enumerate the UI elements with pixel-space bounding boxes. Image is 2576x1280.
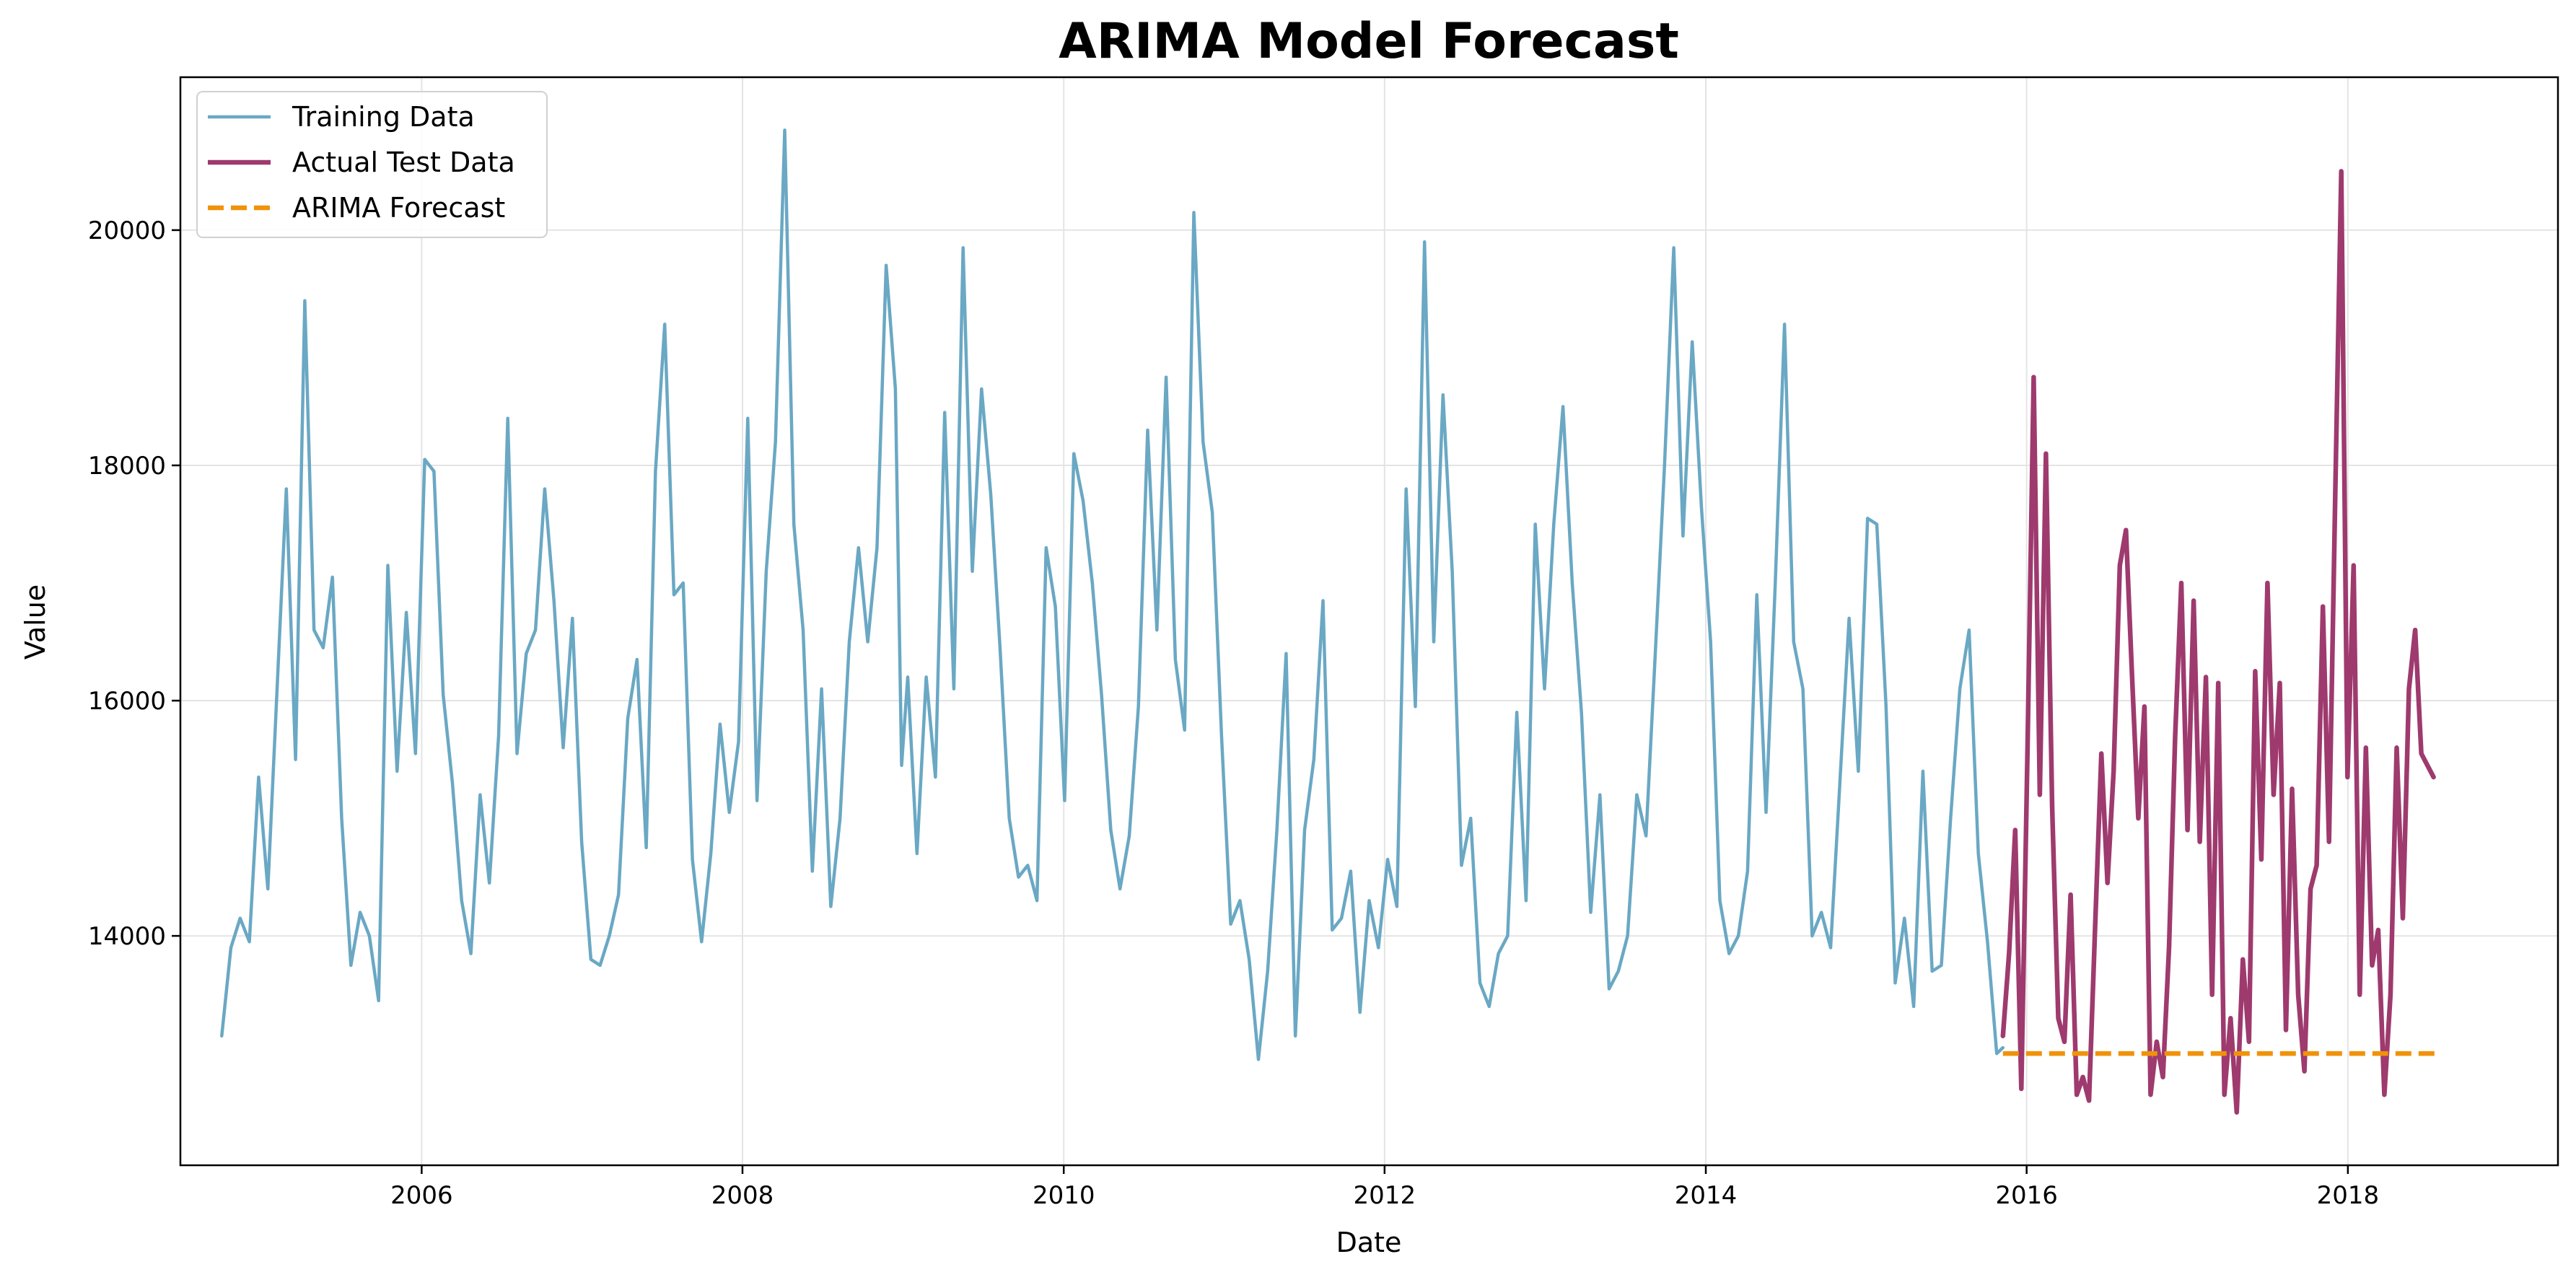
grid-layer: [180, 77, 2558, 1165]
y-axis-label: Value: [19, 584, 51, 659]
series-line-training-data: [220, 128, 2005, 1061]
legend-label: ARIMA Forecast: [292, 192, 505, 224]
y-tick-label: 18000: [88, 452, 166, 481]
legend-label: Training Data: [292, 101, 475, 133]
plot-area-frame: [179, 76, 2559, 1167]
series-line-actual-test-data: [2000, 169, 2436, 1115]
tick-layer: 2006 2008 2010 2012 2014 2016 2018 14000 16000 18…: [88, 216, 2379, 1210]
legend-box: [196, 91, 548, 238]
x-tick-label: 2008: [711, 1181, 774, 1210]
y-tick-label: 16000: [88, 687, 166, 716]
legend: Training Data Actual Test Data ARIMA Forec…: [196, 91, 548, 238]
x-axis-label: Date: [1336, 1227, 1402, 1258]
legend-label: Actual Test Data: [292, 146, 515, 178]
chart-title: ARIMA Model Forecast: [1059, 13, 1679, 70]
x-tick-label: 2016: [1995, 1181, 2058, 1210]
series-layer: [220, 128, 2440, 1115]
x-tick-label: 2010: [1033, 1181, 1095, 1210]
x-tick-label: 2018: [2317, 1181, 2380, 1210]
y-tick-label: 14000: [88, 922, 166, 951]
x-tick-label: 2014: [1675, 1181, 1738, 1210]
x-tick-label: 2012: [1354, 1181, 1416, 1210]
x-tick-label: 2006: [390, 1181, 453, 1210]
y-tick-label: 20000: [88, 216, 166, 245]
